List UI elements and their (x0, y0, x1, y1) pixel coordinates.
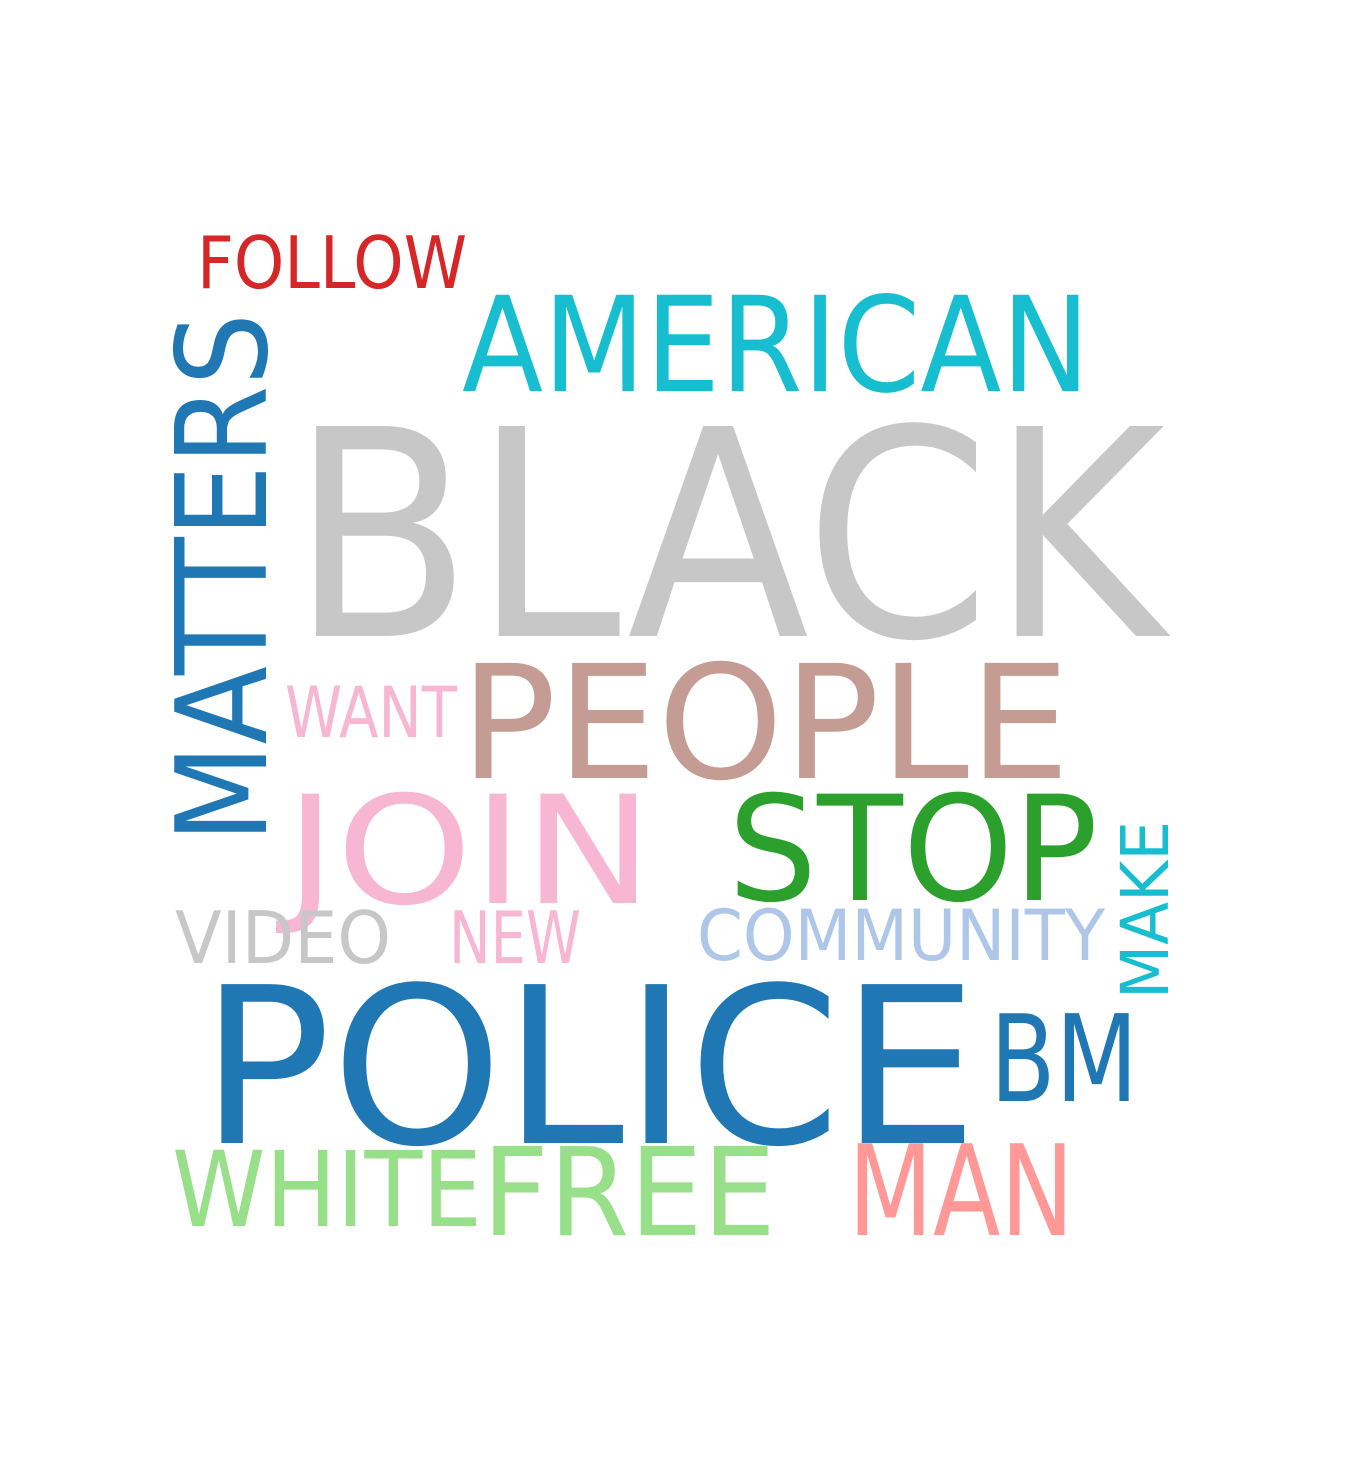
word-man: MAN (848, 1118, 1074, 1265)
word-american: AMERICAN (462, 269, 1090, 423)
word-follow: FOLLOW (197, 221, 467, 305)
word-video: VIDEO (175, 896, 391, 980)
word-police: POLICE (200, 942, 978, 1195)
word-stop: STOP (728, 765, 1098, 935)
word-free: FREE (482, 1122, 776, 1264)
word-join: JOIN (276, 765, 653, 939)
word-community: COMMUNITY (697, 895, 1105, 977)
word-new: NEW (449, 896, 581, 980)
word-want: WANT (285, 672, 457, 754)
word-matters: MATTERS (149, 313, 296, 843)
word-black: BLACK (290, 369, 1173, 704)
word-make: MAKE (1107, 821, 1184, 999)
word-people: PEOPLE (460, 632, 1070, 816)
word-white: WHITE (172, 1129, 482, 1251)
word-bm: BM (990, 991, 1138, 1130)
